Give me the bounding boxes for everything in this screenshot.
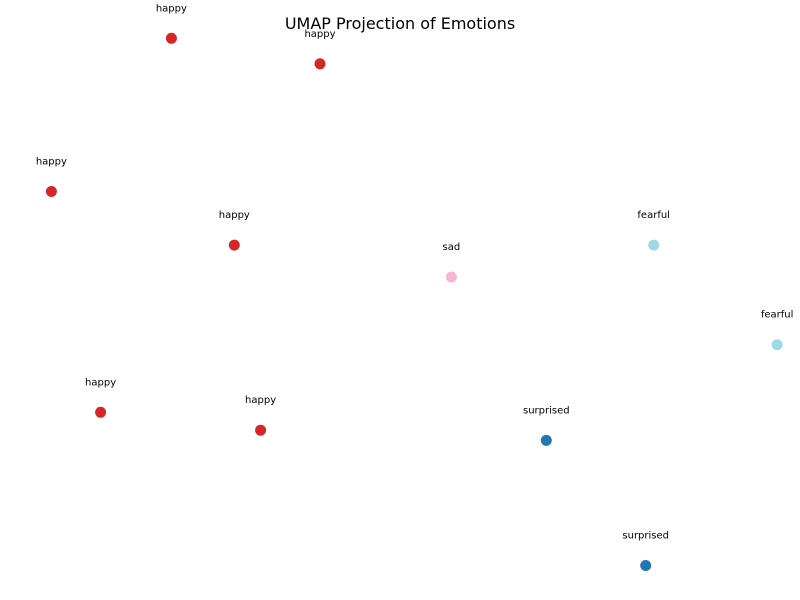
point-label-4: sad (443, 242, 461, 253)
point-happy-7 (95, 406, 107, 418)
point-sad-4 (445, 271, 457, 283)
point-happy-1 (314, 58, 326, 70)
point-fearful-6 (771, 339, 783, 351)
point-surprised-9 (540, 434, 552, 446)
point-label-6: fearful (761, 310, 794, 321)
point-label-0: happy (156, 3, 187, 14)
chart-title: UMAP Projection of Emotions (285, 14, 515, 33)
point-label-5: fearful (637, 210, 670, 221)
point-surprised-10 (640, 560, 652, 571)
point-happy-0 (165, 32, 177, 44)
point-fearful-5 (648, 239, 660, 251)
point-label-10: surprised (622, 531, 669, 542)
point-happy-3 (228, 239, 240, 251)
point-label-8: happy (245, 395, 276, 406)
point-label-9: surprised (523, 405, 570, 416)
point-happy-8 (255, 424, 267, 436)
points-layer: happy happy happy happy sad fearful fearful hap… (36, 3, 794, 571)
point-label-7: happy (85, 377, 116, 388)
point-happy-2 (45, 186, 57, 197)
point-label-3: happy (219, 210, 250, 221)
point-label-2: happy (36, 157, 67, 168)
point-label-1: happy (304, 29, 335, 40)
